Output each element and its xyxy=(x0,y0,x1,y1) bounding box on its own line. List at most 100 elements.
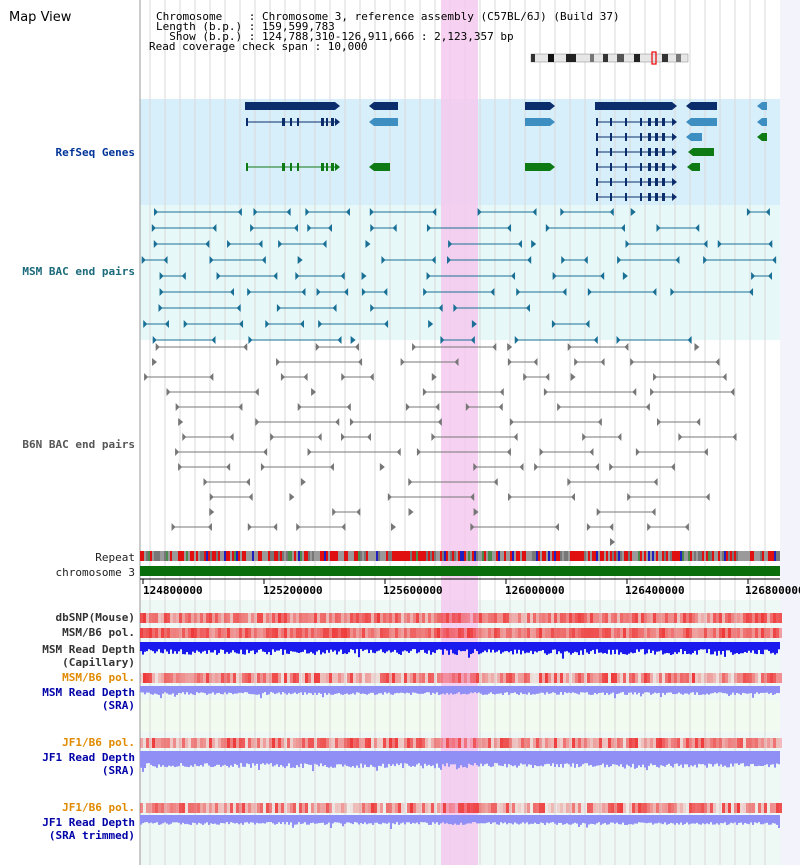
read-depth-bar xyxy=(144,642,146,652)
track-label-b6n-bac[interactable]: B6N BAC end pairs xyxy=(22,438,135,451)
track-label-msm-depth-cap[interactable]: MSM Read Depth xyxy=(42,643,135,656)
track-label-refseq[interactable]: RefSeq Genes xyxy=(55,146,135,159)
pair-end-marker xyxy=(624,343,629,351)
snp-density-cell xyxy=(146,738,149,748)
snp-density-cell xyxy=(512,613,515,623)
read-depth-bar xyxy=(500,815,502,823)
snp-density-cell xyxy=(494,673,497,683)
pair-end-marker xyxy=(361,288,366,296)
track-label-msm-pol-2[interactable]: MSM/B6 pol. xyxy=(62,671,135,684)
read-depth-bar xyxy=(760,686,762,693)
snp-density-cell xyxy=(302,738,305,748)
snp-density-cell xyxy=(404,628,407,638)
snp-density-cell xyxy=(656,628,659,638)
repeat-segment xyxy=(268,551,270,561)
snp-density-cell xyxy=(164,628,167,638)
snp-density-cell xyxy=(575,803,578,813)
snp-density-cell xyxy=(242,628,245,638)
repeat-segment xyxy=(398,551,400,561)
snp-density-cell xyxy=(302,613,305,623)
repeat-segment xyxy=(528,551,530,561)
read-depth-bar xyxy=(588,686,590,695)
read-depth-bar xyxy=(266,815,268,823)
track-label-dbsnp[interactable]: dbSNP(Mouse) xyxy=(55,611,135,624)
read-depth-bar xyxy=(190,642,192,655)
snp-density-cell xyxy=(758,628,761,638)
read-depth-bar xyxy=(204,751,206,764)
pair-end-marker xyxy=(349,418,354,426)
read-depth-bar xyxy=(624,751,626,769)
read-depth-bar xyxy=(416,642,418,654)
snp-density-cell xyxy=(437,628,440,638)
snp-density-cell xyxy=(587,613,590,623)
read-depth-bar xyxy=(288,815,290,825)
snp-density-cell xyxy=(560,803,563,813)
snp-density-cell xyxy=(452,613,455,623)
snp-density-cell xyxy=(641,803,644,813)
axis-tick-label: 125200000 xyxy=(263,584,323,597)
read-depth-bar xyxy=(566,751,568,764)
snp-density-cell xyxy=(689,803,692,813)
read-depth-bar xyxy=(268,815,270,823)
snp-density-cell xyxy=(362,673,365,683)
repeat-segment xyxy=(660,551,662,561)
read-depth-bar xyxy=(766,686,768,693)
read-depth-bar xyxy=(600,642,602,653)
exon xyxy=(246,163,248,171)
snp-density-cell xyxy=(341,803,344,813)
read-depth-bar xyxy=(354,815,356,823)
snp-density-cell xyxy=(554,803,557,813)
snp-density-cell xyxy=(359,613,362,623)
snp-density-cell xyxy=(629,738,632,748)
read-depth-bar xyxy=(350,642,352,650)
track-label-jf1-trim[interactable]: JF1 Read Depth xyxy=(42,816,135,829)
read-depth-bar xyxy=(388,751,390,765)
read-depth-bar xyxy=(558,686,560,695)
pair-end-marker xyxy=(227,240,232,248)
snp-density-cell xyxy=(410,803,413,813)
snp-density-cell xyxy=(410,613,413,623)
track-label-jf1-pol[interactable]: JF1/B6 pol. xyxy=(62,736,135,749)
read-depth-bar xyxy=(146,751,148,764)
read-depth-bar xyxy=(562,815,564,825)
pair-end-marker xyxy=(416,448,421,456)
pair-end-marker xyxy=(307,224,312,232)
read-depth-bar xyxy=(312,751,314,772)
snp-density-cell xyxy=(686,803,689,813)
track-label-jf1-depth[interactable]: JF1 Read Depth xyxy=(42,751,135,764)
read-depth-bar xyxy=(486,815,488,823)
snp-density-cell xyxy=(272,673,275,683)
read-depth-bar xyxy=(616,686,618,694)
repeat-segment xyxy=(338,551,340,561)
read-depth-bar xyxy=(362,815,364,824)
snp-density-cell xyxy=(377,673,380,683)
read-depth-bar xyxy=(508,686,510,695)
read-depth-bar xyxy=(250,686,252,695)
snp-density-cell xyxy=(581,803,584,813)
ideogram-band xyxy=(603,54,608,62)
read-depth-bar xyxy=(438,815,440,825)
snp-density-cell xyxy=(743,613,746,623)
track-label-jf1-pol-2[interactable]: JF1/B6 pol. xyxy=(62,801,135,814)
pair-end-marker xyxy=(295,272,300,280)
track-label-msm-depth-sra[interactable]: MSM Read Depth xyxy=(42,686,135,699)
snp-density-cell xyxy=(422,613,425,623)
pair-end-marker xyxy=(344,288,349,296)
read-depth-bar xyxy=(380,642,382,650)
snp-density-cell xyxy=(443,738,446,748)
pair-end-marker xyxy=(248,493,253,501)
snp-density-cell xyxy=(455,673,458,683)
pair-end-marker xyxy=(574,358,579,366)
snp-density-cell xyxy=(593,613,596,623)
read-depth-bar xyxy=(228,642,230,654)
repeat-segment xyxy=(684,551,686,561)
track-label-msm-bac[interactable]: MSM BAC end pairs xyxy=(22,265,135,278)
read-depth-bar xyxy=(730,642,732,653)
pair-end-marker xyxy=(620,224,625,232)
track-label-msm-pol[interactable]: MSM/B6 pol. xyxy=(62,626,135,639)
snp-density-cell xyxy=(203,613,206,623)
read-depth-bar xyxy=(364,815,366,823)
snp-density-cell xyxy=(224,673,227,683)
read-depth-bar xyxy=(294,751,296,768)
